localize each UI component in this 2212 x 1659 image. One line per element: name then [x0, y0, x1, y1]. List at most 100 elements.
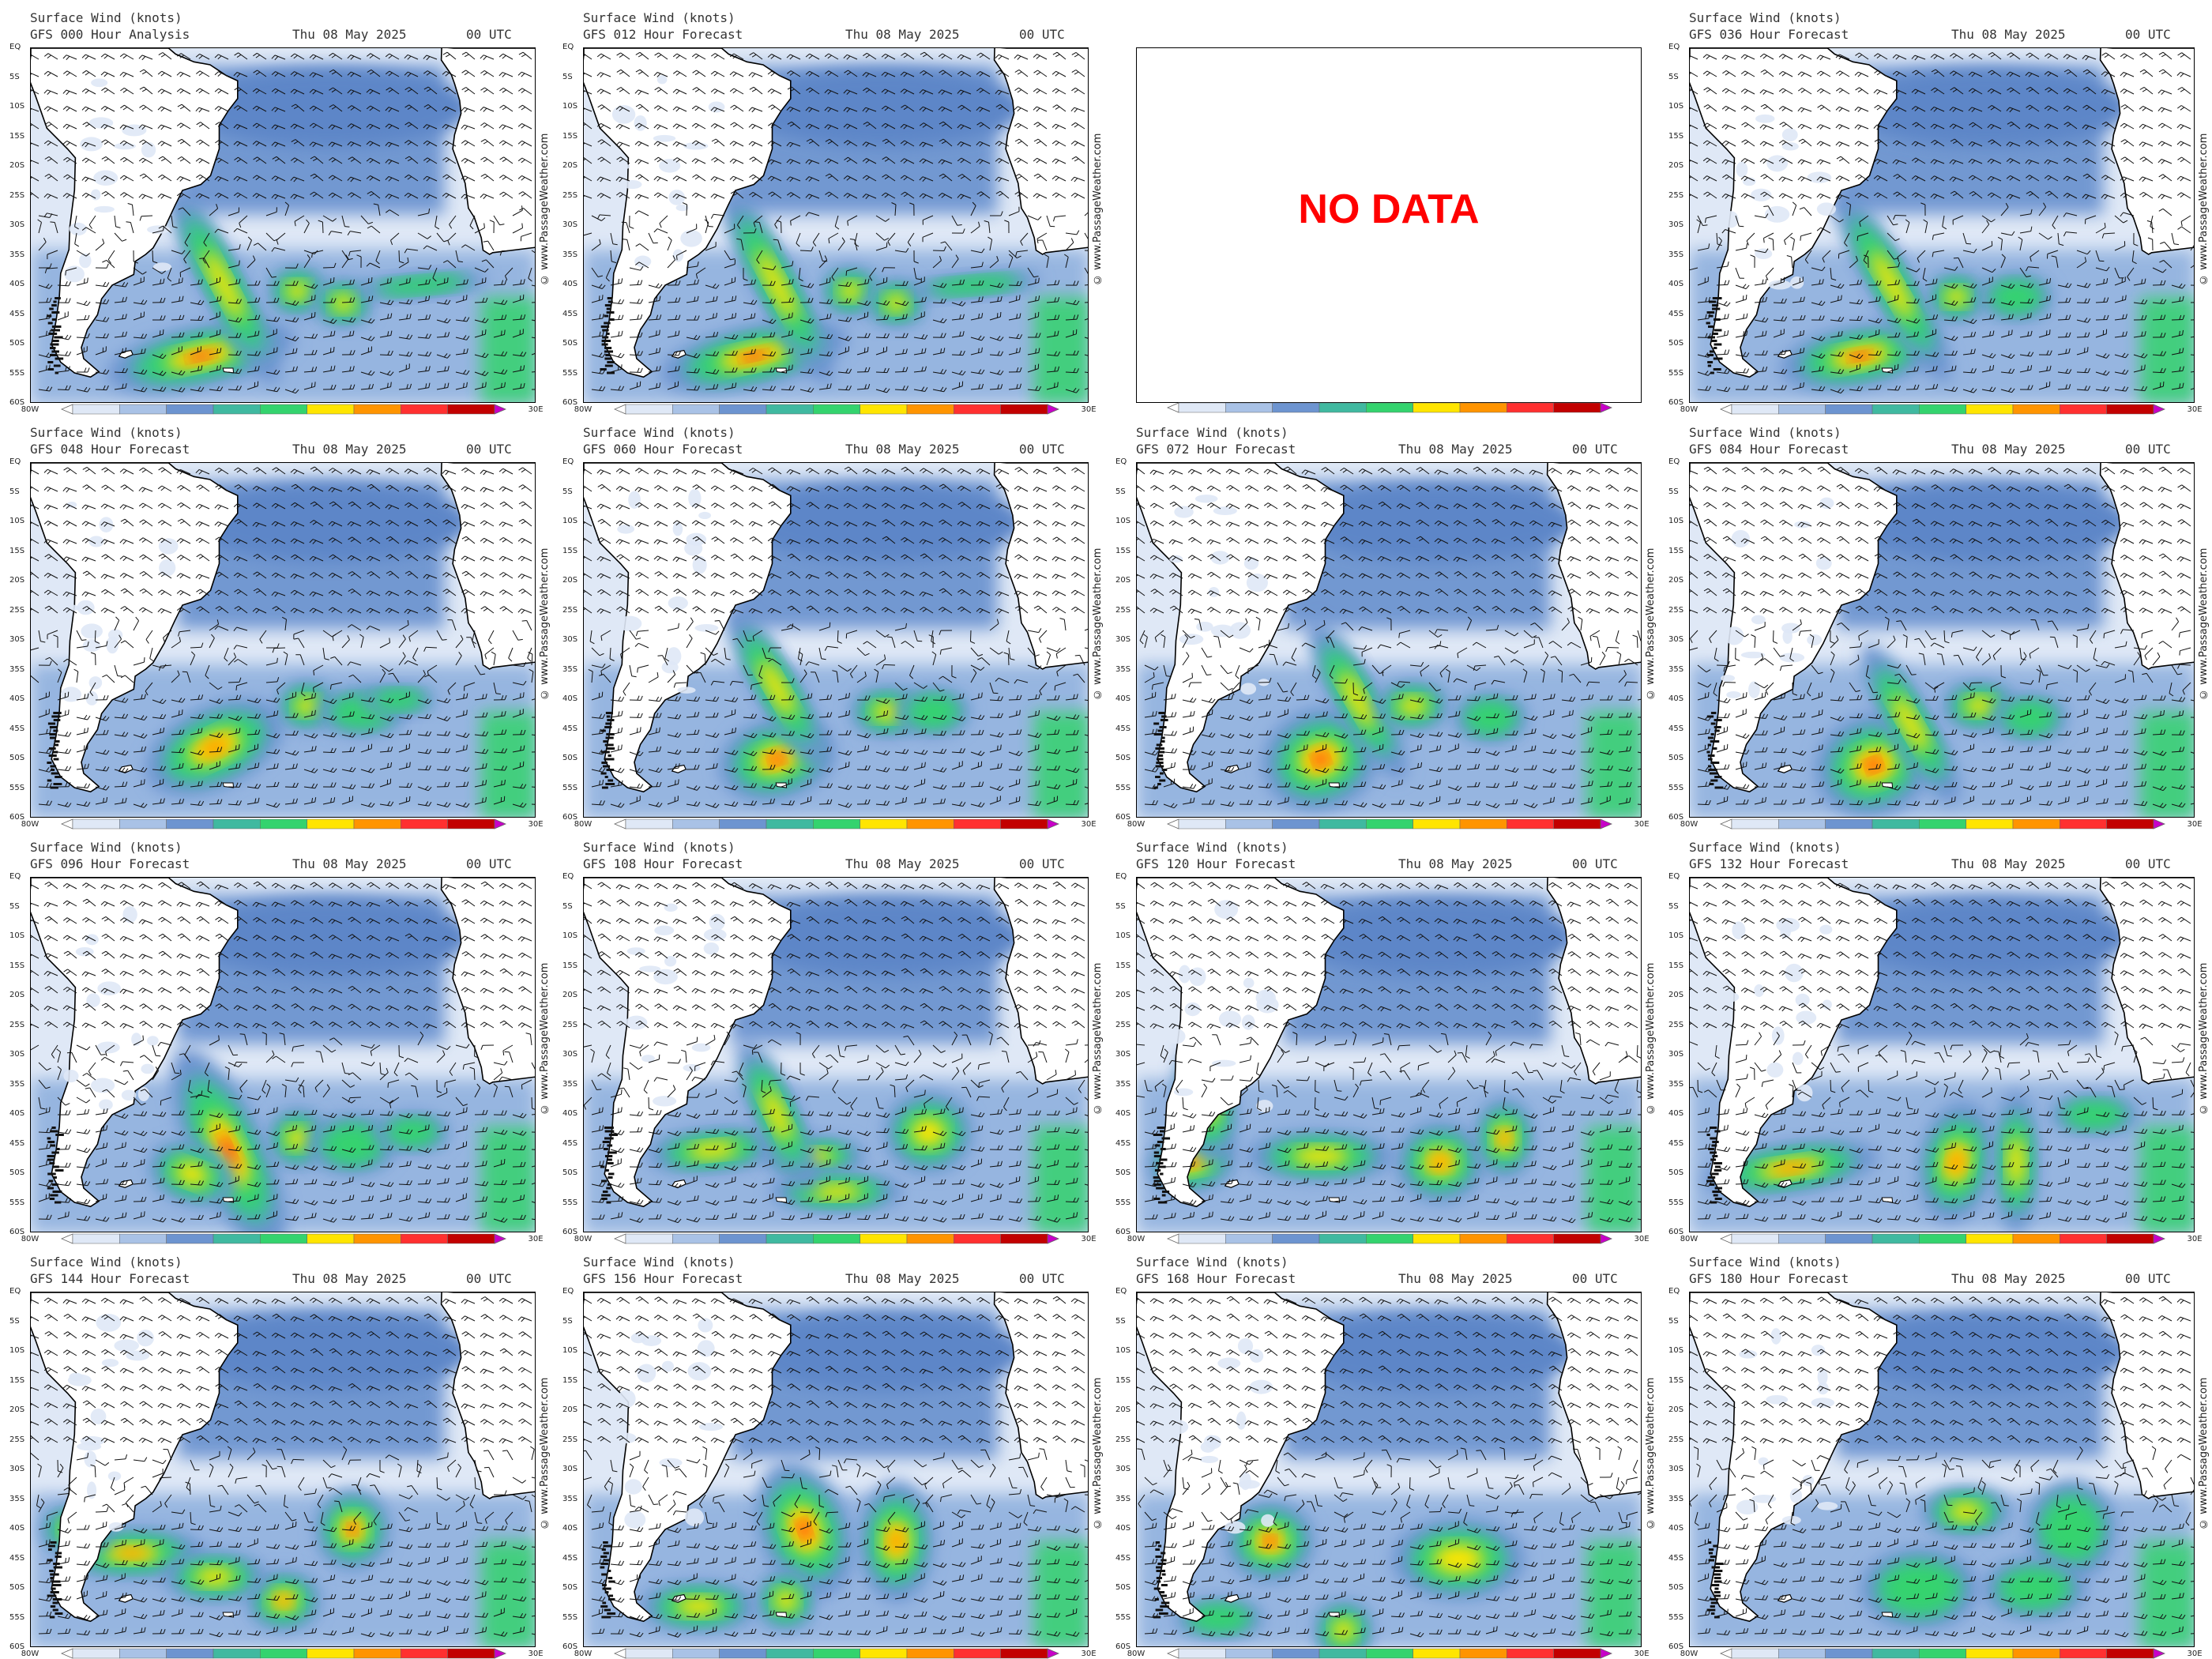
latitude-label: 30S — [9, 220, 24, 229]
longitude-label: 20E — [1035, 1650, 1050, 1658]
longitude-label: 70W — [620, 1650, 638, 1658]
africa-landmass — [1546, 878, 1641, 1085]
latitude-label: 10S — [562, 517, 577, 525]
longitude-label: 50W — [1265, 1650, 1283, 1658]
latitude-label: 40S — [562, 1109, 577, 1118]
forecast-utc: 00 UTC — [1572, 1272, 1618, 1286]
latitude-label: 40S — [9, 1524, 24, 1533]
latitude-label: 35S — [9, 665, 24, 674]
longitude-label: 70W — [1726, 1650, 1744, 1658]
longitude-label: 20E — [482, 1650, 497, 1658]
longitude-label: 0 — [2054, 405, 2059, 414]
latitude-label: 40S — [1668, 1524, 1683, 1533]
latitude-label: 20S — [562, 1405, 577, 1414]
latitude-label: 60S — [1115, 1228, 1130, 1236]
latitude-label: 15S — [9, 547, 24, 555]
latitude-label: 35S — [562, 250, 577, 259]
south-georgia-island — [1881, 367, 1894, 374]
longitude-label: 10E — [436, 405, 451, 414]
longitude-label: 0 — [948, 1235, 953, 1243]
africa-landmass — [440, 463, 535, 670]
longitude-label: 10W — [343, 405, 361, 414]
latitude-label: 25S — [1668, 1021, 1683, 1029]
longitude-label: 60W — [1772, 820, 1790, 829]
legend-swatch — [1459, 402, 1507, 413]
latitude-label: 60S — [1115, 1642, 1130, 1651]
forecast-hour-label: GFS 048 Hour Forecast — [30, 442, 190, 457]
longitude-label: 80W — [1127, 1235, 1146, 1243]
latitude-label: 5S — [562, 902, 573, 911]
latitude-label: 50S — [1115, 1583, 1130, 1592]
latitude-label: 60S — [9, 398, 24, 407]
latitude-label: EQ — [562, 872, 574, 881]
longitude-label: 30W — [1910, 1650, 1928, 1658]
latitude-label: 35S — [9, 1080, 24, 1089]
latitude-label: 60S — [9, 1228, 24, 1236]
longitude-label: 20E — [482, 820, 497, 829]
south-america-landmass — [584, 1292, 792, 1623]
latitude-label: 45S — [1668, 1139, 1683, 1148]
latitude-label: 10S — [1115, 517, 1130, 525]
forecast-utc: 00 UTC — [1572, 442, 1618, 457]
south-america-landmass — [1690, 878, 1898, 1208]
forecast-date: Thu 08 May 2025 — [1398, 442, 1513, 457]
map-title: Surface Wind (knots) — [583, 841, 735, 855]
latitude-label: EQ — [1115, 872, 1127, 881]
latitude-label: 45S — [1115, 1139, 1130, 1148]
latitude-label: 5S — [9, 1317, 20, 1326]
latitude-label: 40S — [1115, 694, 1130, 703]
latitude-label: 45S — [562, 1139, 577, 1148]
latitude-label: 50S — [1668, 754, 1683, 762]
latitude-label: 60S — [1668, 1228, 1683, 1236]
latitude-label: 40S — [9, 694, 24, 703]
legend-arrow-low — [1166, 402, 1179, 413]
copyright-text: © www.PassageWeather.com — [1092, 877, 1106, 1201]
forecast-date: Thu 08 May 2025 — [292, 1272, 407, 1286]
longitude-label: 50W — [712, 1235, 730, 1243]
latitude-label: 5S — [1668, 73, 1679, 81]
forecast-utc: 00 UTC — [2125, 442, 2171, 457]
wind-barbs — [584, 51, 1088, 393]
latitude-label: 5S — [9, 487, 20, 496]
wind-barbs — [1137, 881, 1641, 1224]
longitude-label: 30W — [251, 1650, 269, 1658]
longitude-label: 30E — [2187, 1235, 2202, 1243]
legend-swatch — [1319, 402, 1367, 413]
forecast-panel: Surface Wind (knots) GFS 168 Hour Forecas… — [1106, 1244, 1659, 1659]
forecast-date: Thu 08 May 2025 — [845, 442, 960, 457]
forecast-hour-label: GFS 120 Hour Forecast — [1136, 857, 1296, 871]
africa-landmass — [993, 1292, 1088, 1499]
latitude-label: 20S — [9, 991, 24, 999]
south-america-landmass — [1137, 1292, 1345, 1623]
forecast-utc: 00 UTC — [2125, 1272, 2171, 1286]
latitude-label: 5S — [562, 487, 573, 496]
wind-map — [583, 462, 1089, 818]
africa-landmass — [440, 878, 535, 1085]
latitude-label: 35S — [9, 1495, 24, 1503]
latitude-label: 15S — [562, 1376, 577, 1385]
latitude-label: 15S — [562, 132, 577, 141]
no-data-message: NO DATA — [1137, 48, 1641, 402]
forecast-panel: NO DATA — [1106, 0, 1659, 415]
latitude-label: 30S — [562, 1050, 577, 1059]
latitude-label: 45S — [562, 310, 577, 318]
wind-barbs — [1690, 466, 2194, 809]
longitude-label: 30W — [1910, 1235, 1928, 1243]
forecast-panel: Surface Wind (knots) GFS 048 Hour Forecas… — [0, 415, 553, 830]
latitude-label: 10S — [1668, 931, 1683, 940]
longitude-label: 70W — [1726, 405, 1744, 414]
longitude-label: 70W — [67, 1650, 85, 1658]
longitude-label: 20W — [1956, 820, 1974, 829]
longitude-label: 60W — [113, 405, 131, 414]
wind-map — [1689, 462, 2195, 818]
longitude-label: 20W — [297, 1650, 315, 1658]
latitude-label: 45S — [9, 1139, 24, 1148]
longitude-label: 30E — [2187, 820, 2202, 829]
latitude-label: 25S — [9, 1021, 24, 1029]
latitude-label: 35S — [1115, 1495, 1130, 1503]
longitude-label: 20W — [297, 405, 315, 414]
wind-map — [1689, 1292, 2195, 1647]
latitude-label: 40S — [1115, 1524, 1130, 1533]
map-title: Surface Wind (knots) — [1136, 426, 1288, 440]
forecast-date: Thu 08 May 2025 — [292, 28, 407, 42]
